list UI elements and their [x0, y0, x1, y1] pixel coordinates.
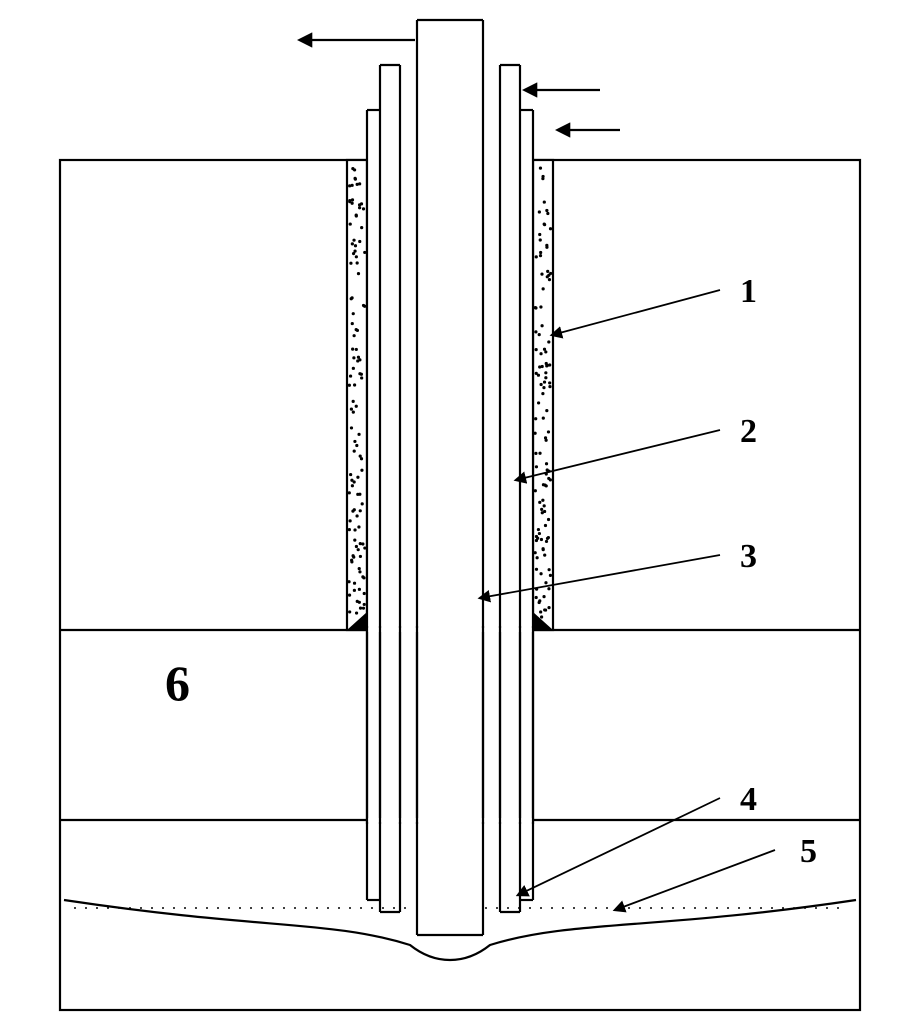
label-3: 3 [740, 538, 757, 575]
label-4: 4 [740, 781, 757, 818]
label-1: 1 [740, 273, 757, 310]
diagram-svg: 1 2 3 4 5 6 [0, 0, 924, 1020]
label-6: 6 [165, 655, 190, 711]
label-2: 2 [740, 413, 757, 450]
label-5: 5 [800, 833, 817, 870]
